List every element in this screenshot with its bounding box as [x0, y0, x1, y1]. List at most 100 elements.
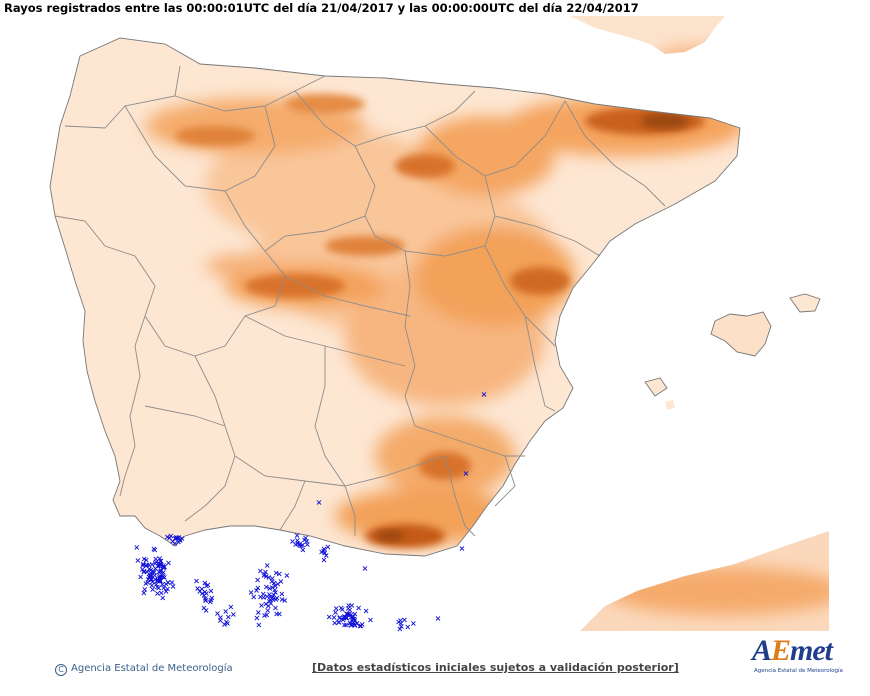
- lightning-strike-marker: ×: [304, 540, 311, 549]
- lightning-strike-marker: ×: [161, 563, 168, 572]
- lightning-strike-marker: ×: [144, 578, 151, 587]
- lightning-strike-marker: ×: [263, 572, 270, 581]
- lightning-strike-marker: ×: [157, 567, 164, 576]
- lightning-strike-marker: ×: [143, 562, 150, 571]
- lightning-strike-marker: ×: [152, 575, 159, 584]
- lightning-strike-marker: ×: [268, 599, 275, 608]
- lightning-strike-marker: ×: [275, 579, 282, 588]
- lightning-strike-marker: ×: [248, 588, 255, 597]
- lightning-strike-marker: ×: [459, 544, 466, 553]
- lightning-strike-marker: ×: [223, 618, 230, 627]
- lightning-strike-marker: ×: [202, 594, 209, 603]
- lightning-strike-marker: ×: [156, 567, 163, 576]
- lightning-strike-marker: ×: [481, 390, 488, 399]
- lightning-strike-marker: ×: [332, 608, 339, 617]
- lightning-strike-marker: ×: [260, 571, 267, 580]
- lightning-strike-marker: ×: [266, 597, 273, 606]
- lightning-strike-marker: ×: [147, 571, 154, 580]
- lightning-strike-marker: ×: [168, 532, 175, 541]
- lightning-strike-marker: ×: [268, 577, 275, 586]
- lightning-strike-marker: ×: [152, 559, 159, 568]
- data-disclaimer: [Datos estadísticos iniciales sujetos a …: [312, 661, 679, 674]
- lightning-strike-marker: ×: [174, 534, 181, 543]
- lightning-strike-marker: ×: [214, 609, 221, 618]
- lightning-strike-marker: ×: [318, 548, 325, 557]
- lightning-strike-marker: ×: [336, 614, 343, 623]
- lightning-strike-marker: ×: [292, 540, 299, 549]
- lightning-strike-marker: ×: [266, 590, 273, 599]
- lightning-strike-marker: ×: [147, 566, 154, 575]
- lightning-strike-marker: ×: [265, 573, 272, 582]
- lightning-strike-marker: ×: [271, 585, 278, 594]
- lightning-strike-marker: ×: [169, 578, 176, 587]
- lightning-strike-marker: ×: [159, 593, 166, 602]
- lightning-strike-marker: ×: [156, 571, 163, 580]
- lightning-strike-marker: ×: [272, 582, 279, 591]
- lightning-strike-marker: ×: [154, 576, 161, 585]
- lightning-strike-marker: ×: [264, 561, 271, 570]
- lightning-strike-marker: ×: [163, 580, 170, 589]
- lightning-strike-marker: ×: [301, 535, 308, 544]
- lightning-strike-marker: ×: [267, 593, 274, 602]
- lightning-strike-marker: ×: [140, 561, 147, 570]
- lightning-strike-marker: ×: [339, 605, 346, 614]
- lightning-strike-marker: ×: [145, 575, 152, 584]
- lightning-strike-marker: ×: [345, 604, 352, 613]
- lightning-strike-marker: ×: [326, 613, 333, 622]
- lightning-strike-marker: ×: [272, 604, 279, 613]
- lightning-strike-marker: ×: [264, 606, 271, 615]
- lightning-strike-marker: ×: [331, 613, 338, 622]
- lightning-strike-marker: ×: [135, 556, 142, 565]
- lightning-strike-marker: ×: [224, 619, 231, 628]
- lightning-strike-marker: ×: [341, 613, 348, 622]
- lightning-strike-marker: ×: [158, 589, 165, 598]
- lightning-strike-marker: ×: [359, 620, 366, 629]
- lightning-strike-marker: ×: [262, 568, 269, 577]
- lightning-strike-marker: ×: [343, 609, 350, 618]
- lightning-strike-marker: ×: [196, 587, 203, 596]
- lightning-map: ××× ×××××××× ×××××××××××××××××××××××××××××…: [49, 16, 829, 632]
- lightning-strike-marker: ×: [201, 604, 208, 613]
- lightning-strike-marker: ×: [270, 590, 277, 599]
- lightning-strike-marker: ×: [143, 555, 150, 564]
- lightning-strike-marker: ×: [338, 604, 345, 613]
- lightning-strike-marker: ×: [157, 567, 164, 576]
- lightning-strike-marker: ×: [152, 564, 159, 573]
- lightning-strike-marker: ×: [348, 612, 355, 621]
- lightning-strike-marker: ×: [228, 603, 235, 612]
- lightning-strike-marker: ×: [141, 585, 148, 594]
- lightning-strike-marker: ×: [230, 610, 237, 619]
- lightning-strike-marker: ×: [149, 585, 156, 594]
- lightning-strike-marker: ×: [222, 607, 229, 616]
- lightning-strike-marker: ×: [153, 580, 160, 589]
- lightning-strike-marker: ×: [260, 593, 267, 602]
- lightning-strike-marker: ×: [155, 576, 162, 585]
- aemet-logo: AEmet Agencia Estatal de Meteorología: [746, 634, 843, 680]
- lightning-strike-marker: ×: [198, 585, 205, 594]
- lightning-strike-marker: ×: [142, 579, 149, 588]
- lightning-strike-marker: ×: [173, 534, 180, 543]
- lightning-strike-marker: ×: [177, 535, 184, 544]
- lightning-strike-marker: ×: [202, 596, 209, 605]
- lightning-strike-marker: ×: [154, 576, 161, 585]
- lightning-strike-marker: ×: [353, 619, 360, 628]
- lightning-strike-marker: ×: [194, 584, 201, 593]
- lightning-strike-marker: ×: [277, 577, 284, 586]
- lightning-strike-marker: ×: [173, 533, 180, 542]
- lightning-strike-marker: ×: [276, 570, 283, 579]
- lightning-strike-marker: ×: [202, 587, 209, 596]
- lightning-strike-marker: ×: [340, 616, 347, 625]
- lightning-strike-marker: ×: [355, 603, 362, 612]
- lightning-strike-marker: ×: [164, 585, 171, 594]
- lightning-strike-marker: ×: [151, 571, 158, 580]
- lightning-strike-marker: ×: [254, 583, 261, 592]
- lightning-strike-marker: ×: [155, 559, 162, 568]
- lightning-strike-marker: ×: [258, 601, 265, 610]
- lightning-strike-marker: ×: [263, 611, 270, 620]
- lightning-strike-marker: ×: [294, 539, 301, 548]
- lightning-strike-marker: ×: [161, 573, 168, 582]
- copyright-icon: C: [55, 664, 67, 676]
- lightning-strike-marker: ×: [281, 596, 288, 605]
- lightning-strike-marker: ×: [147, 569, 154, 578]
- lightning-strike-marker: ×: [273, 568, 280, 577]
